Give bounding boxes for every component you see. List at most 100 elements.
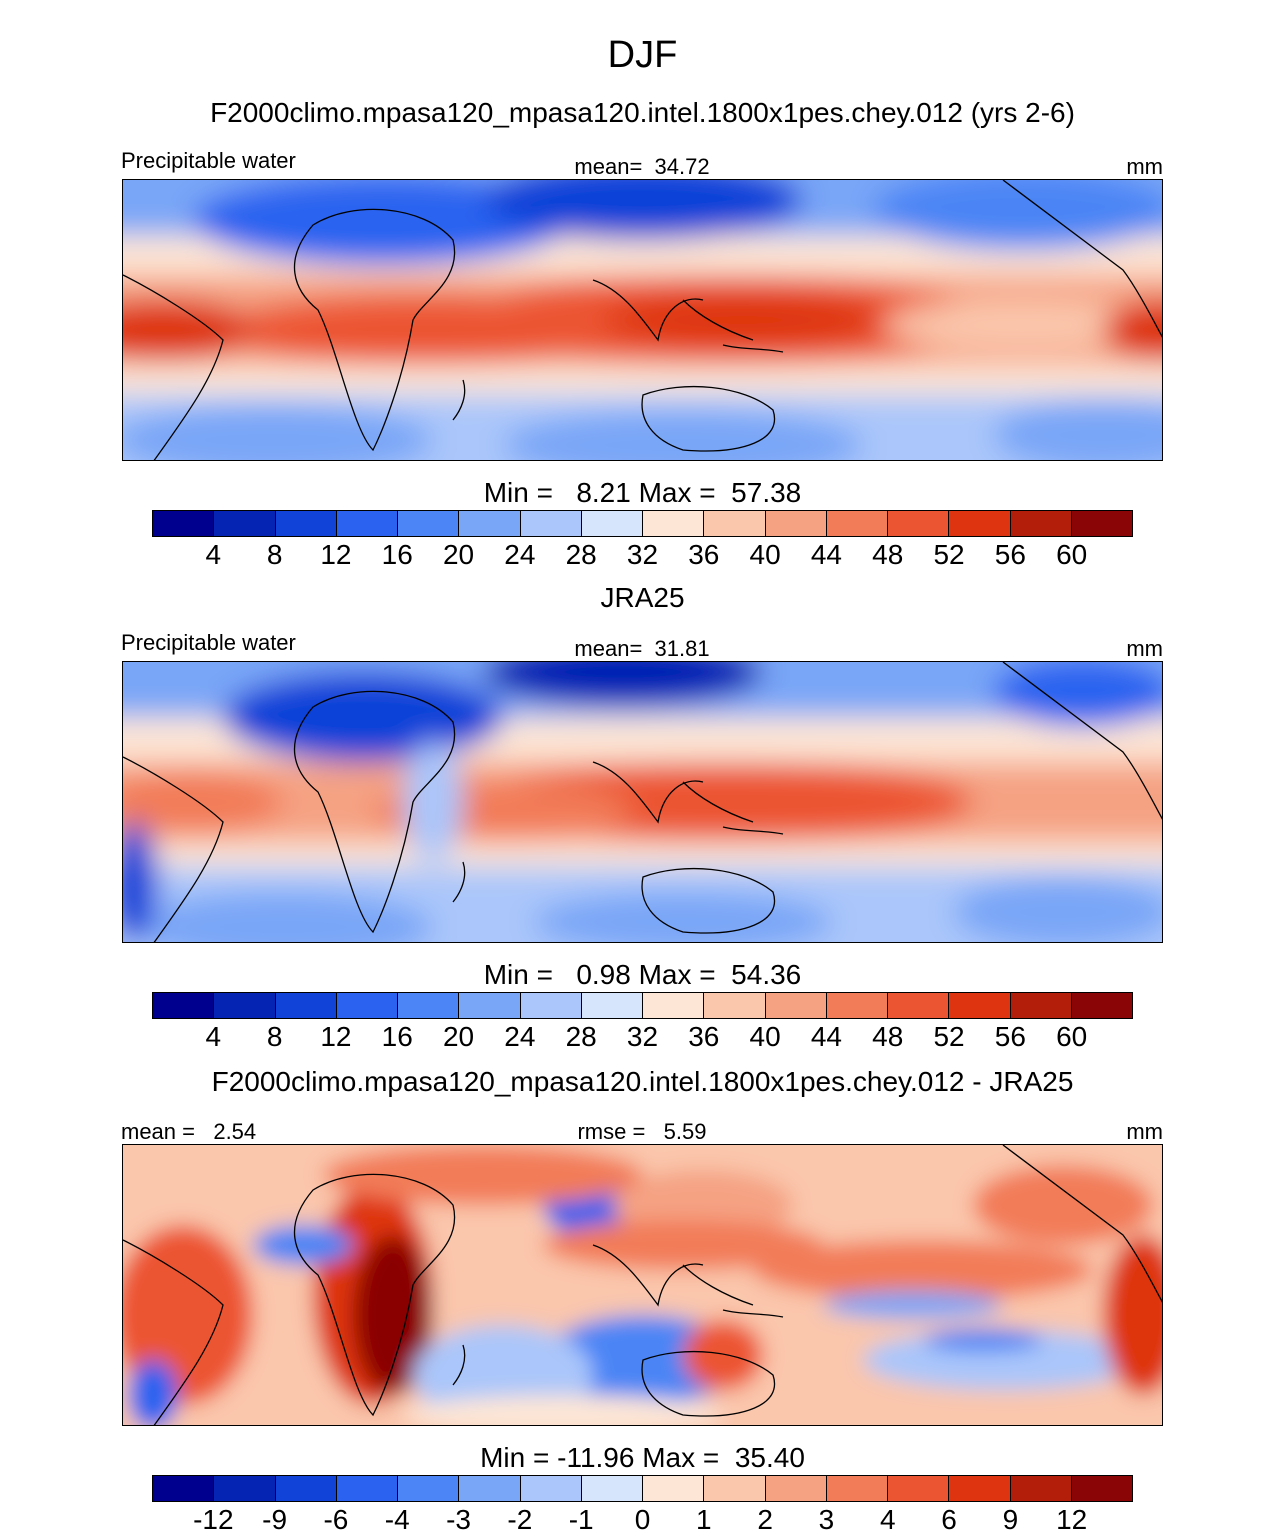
colorbar-swatch	[888, 993, 950, 1018]
colorbar-swatch	[643, 1476, 705, 1501]
colorbar-tick-label: 1	[696, 1504, 712, 1535]
panel-1-map	[122, 179, 1163, 461]
colorbar-swatch	[153, 993, 215, 1018]
colorbar-swatch	[1071, 993, 1132, 1018]
colorbar-swatch	[459, 511, 521, 536]
colorbar-swatch	[520, 1476, 582, 1501]
panel-2-variable-label: Precipitable water	[121, 630, 296, 655]
colorbar-swatch	[520, 993, 582, 1018]
colorbar-swatch	[888, 511, 950, 536]
colorbar-swatch	[336, 993, 398, 1018]
colorbar-swatch	[275, 511, 337, 536]
colorbar-swatch	[459, 1476, 521, 1501]
colorbar-tick-label: 56	[994, 539, 1026, 570]
colorbar-tick-label: -4	[384, 1504, 410, 1535]
colorbar-tick-label: 36	[688, 539, 720, 570]
colorbar-tick-label: -6	[323, 1504, 349, 1535]
colorbar-tick-label: 16	[381, 539, 413, 570]
colorbar-tick-label: 52	[933, 539, 965, 570]
colorbar-tick-label: 8	[266, 539, 283, 570]
colorbar-tick-label: 3	[818, 1504, 835, 1535]
colorbar-swatch	[704, 1476, 766, 1501]
colorbar-tick-label: 16	[381, 1021, 413, 1052]
colorbar-tick-label: 40	[749, 1021, 781, 1052]
colorbar-tick-label: 32	[626, 1021, 659, 1052]
colorbar-tick-label: 48	[872, 539, 904, 570]
colorbar-swatch	[1010, 511, 1072, 536]
colorbar-tick-label: 12	[1056, 1504, 1088, 1535]
colorbar-swatch	[153, 1476, 215, 1501]
colorbar-tick-label: 4	[205, 539, 222, 570]
colorbar-tick-label: 12	[320, 1021, 352, 1052]
figure-title: DJF	[607, 34, 678, 76]
colorbar-tick-label: 24	[504, 1021, 536, 1052]
panel-3-units-label: mm	[1126, 1119, 1163, 1144]
colorbar-swatch	[1010, 1476, 1072, 1501]
colorbar-swatch	[704, 993, 766, 1018]
colorbar-swatch	[826, 1476, 888, 1501]
colorbar-tick-label: 4	[205, 1021, 222, 1052]
panel-1-units-label: mm	[1126, 154, 1163, 179]
colorbar-swatch	[765, 511, 827, 536]
panel-2-mean-label: mean= 31.81	[574, 636, 710, 661]
colorbar-tick-label: 2	[757, 1504, 773, 1535]
colorbar-swatch	[1071, 1476, 1132, 1501]
panel-1-colorbar-ticks: 4 8 12 16 20 24 28 32 36 40 44 48 52 56 60	[152, 539, 1133, 573]
panel-3-title: F2000climo.mpasa120_mpasa120.intel.1800x…	[211, 1066, 1074, 1097]
colorbar-tick-label: 48	[872, 1021, 904, 1052]
colorbar-tick-label: 8	[266, 1021, 283, 1052]
colorbar-swatch	[275, 1476, 337, 1501]
colorbar-swatch	[520, 511, 582, 536]
colorbar-tick-label: 20	[442, 539, 475, 570]
colorbar-tick-label: 28	[565, 1021, 597, 1052]
colorbar-swatch	[643, 511, 705, 536]
panel-2-coastlines	[123, 662, 1162, 942]
colorbar-tick-label: 4	[879, 1504, 896, 1535]
panel-1-colorbar	[152, 510, 1133, 537]
colorbar-swatch	[398, 511, 460, 536]
colorbar-swatch	[1071, 511, 1132, 536]
colorbar-swatch	[826, 993, 888, 1018]
colorbar-tick-label: 28	[565, 539, 597, 570]
colorbar-swatch	[643, 993, 705, 1018]
colorbar-tick-label: 56	[994, 1021, 1026, 1052]
colorbar-tick-label: -3	[446, 1504, 472, 1535]
colorbar-tick-label: 32	[626, 539, 659, 570]
colorbar-swatch	[704, 511, 766, 536]
colorbar-swatch	[398, 1476, 460, 1501]
colorbar-swatch	[336, 1476, 398, 1501]
colorbar-tick-label: 44	[810, 1021, 843, 1052]
panel-2-colorbar-ticks: 4 8 12 16 20 24 28 32 36 40 44 48 52 56 60	[152, 1021, 1133, 1055]
panel-2-title: JRA25	[600, 582, 685, 613]
colorbar-swatch	[153, 511, 215, 536]
panel-2-units-label: mm	[1126, 636, 1163, 661]
panel-1-variable-label: Precipitable water	[121, 148, 296, 173]
panel-3-map	[122, 1144, 1163, 1426]
colorbar-swatch	[214, 993, 276, 1018]
colorbar-swatch	[949, 993, 1011, 1018]
colorbar-tick-label: 6	[941, 1504, 957, 1535]
colorbar-swatch	[214, 1476, 276, 1501]
colorbar-swatch	[214, 511, 276, 536]
colorbar-tick-label: 20	[442, 1021, 475, 1052]
colorbar-tick-label: -1	[568, 1504, 594, 1535]
colorbar-swatch	[459, 993, 521, 1018]
colorbar-swatch	[765, 1476, 827, 1501]
colorbar-swatch	[949, 511, 1011, 536]
panel-2-colorbar	[152, 992, 1133, 1019]
colorbar-swatch	[1010, 993, 1072, 1018]
colorbar-tick-label: 44	[810, 539, 843, 570]
colorbar-swatch	[336, 511, 398, 536]
panel-3-rmse-label: rmse = 5.59	[577, 1119, 707, 1144]
colorbar-swatch	[765, 993, 827, 1018]
colorbar-tick-label: 0	[634, 1504, 651, 1535]
colorbar-swatch	[275, 993, 337, 1018]
colorbar-tick-label: -2	[507, 1504, 533, 1535]
colorbar-swatch	[581, 1476, 643, 1501]
colorbar-tick-label: 36	[688, 1021, 720, 1052]
colorbar-swatch	[581, 511, 643, 536]
colorbar-tick-label: 52	[933, 1021, 965, 1052]
colorbar-tick-label: -12	[193, 1504, 234, 1535]
panel-1-coastlines	[123, 180, 1162, 460]
panel-2-field	[123, 662, 1162, 942]
